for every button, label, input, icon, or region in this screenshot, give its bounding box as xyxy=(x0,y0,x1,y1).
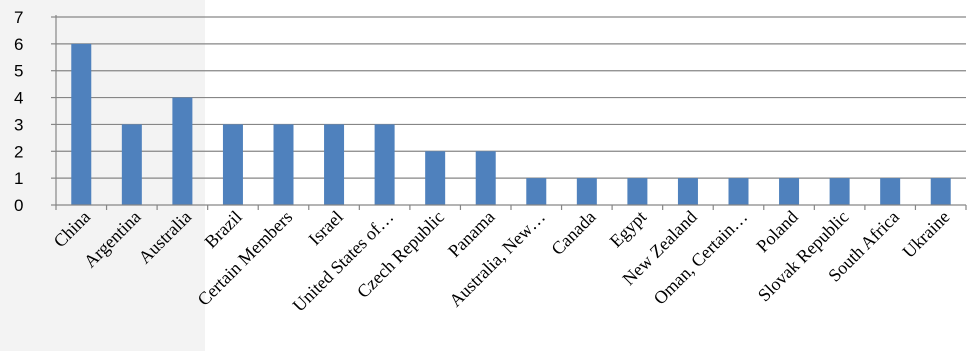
gridlines xyxy=(56,16,966,179)
x-tick-label: Ukraine xyxy=(898,207,953,262)
y-tick-label: 3 xyxy=(14,115,23,134)
bar xyxy=(576,178,597,205)
bar xyxy=(779,178,800,205)
y-tick-label: 4 xyxy=(14,89,23,108)
x-tick-label: Oman, Certain… xyxy=(650,207,752,309)
bar xyxy=(677,178,698,205)
x-tick-label: Czech Republic xyxy=(353,207,448,302)
x-tick-label: Slovak Republic xyxy=(754,207,853,306)
y-tick-label: 7 xyxy=(14,8,23,27)
x-tick-label: Egypt xyxy=(606,207,651,252)
bar xyxy=(172,97,193,205)
bar xyxy=(273,124,294,205)
bar xyxy=(71,43,92,205)
bar xyxy=(627,178,648,205)
bar xyxy=(880,178,901,205)
y-tick-label: 2 xyxy=(14,142,23,161)
y-tick-label: 1 xyxy=(14,169,23,188)
x-tick-label: Brazil xyxy=(201,207,246,252)
x-tick-label: Poland xyxy=(752,207,802,257)
bar xyxy=(728,178,749,205)
bar xyxy=(121,124,142,205)
y-tick-label: 0 xyxy=(14,196,23,215)
bar xyxy=(374,124,395,205)
bar xyxy=(829,178,850,205)
y-axis-ticks: 0 1 2 3 4 5 6 7 xyxy=(14,8,56,215)
background-watermark-shape xyxy=(0,0,205,351)
bar xyxy=(425,151,446,205)
bar xyxy=(222,124,243,205)
bar xyxy=(526,178,547,205)
x-tick-label: Canada xyxy=(547,207,599,259)
bar xyxy=(324,124,345,205)
y-tick-label: 6 xyxy=(14,35,23,54)
x-tick-label: Certain Members xyxy=(193,207,296,310)
y-tick-label: 5 xyxy=(14,62,23,81)
bar xyxy=(475,151,496,205)
x-tick-label: Israel xyxy=(304,207,346,249)
x-tick-label: Australia, New… xyxy=(445,207,549,311)
bar xyxy=(930,178,951,205)
bars xyxy=(71,43,951,205)
